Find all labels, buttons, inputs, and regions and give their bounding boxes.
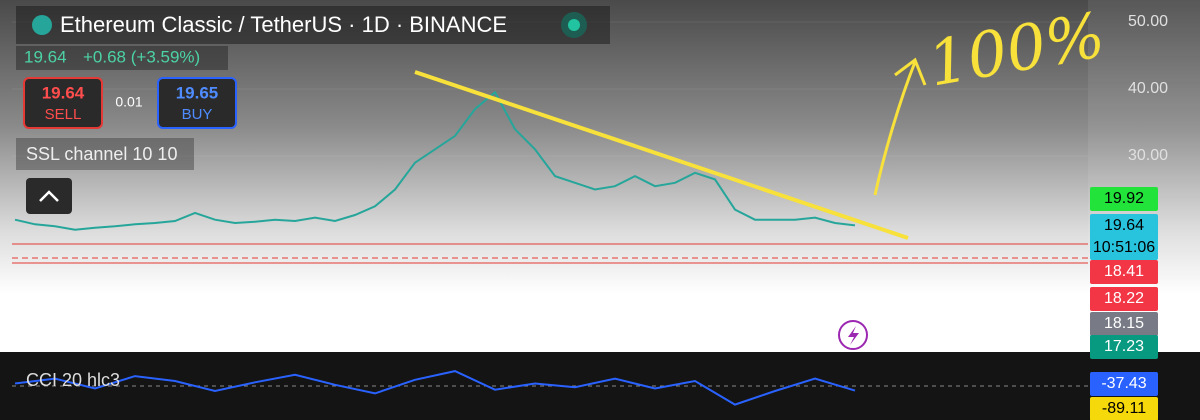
price-tag <box>1090 260 1158 284</box>
indicator-bg <box>16 138 194 170</box>
price-tag-text: 18.15 <box>1104 315 1144 332</box>
change: +0.68 (+3.59%) <box>83 47 200 66</box>
flash-bolt <box>848 326 859 345</box>
price-tag <box>1090 312 1158 336</box>
series-line <box>14 370 856 406</box>
status-dot-inner <box>568 19 580 31</box>
sell-price: 19.64 <box>42 83 85 102</box>
price-tag <box>1090 187 1158 211</box>
price-tag-text: 17.23 <box>1104 338 1144 355</box>
buy-button[interactable] <box>157 77 237 129</box>
buy-label: BUY <box>182 106 213 123</box>
last-price: 19.64 <box>24 47 67 66</box>
indicator-label: SSL channel 10 10 <box>26 144 177 164</box>
price-tag-text: 19.92 <box>1104 190 1144 207</box>
sell-button[interactable] <box>23 77 103 129</box>
osc-tag <box>1090 397 1158 420</box>
flash-icon[interactable] <box>838 320 868 350</box>
symbol-title: Ethereum Classic / TetherUS · 1D · BINAN… <box>60 12 507 37</box>
hand-arrow <box>873 57 927 196</box>
sell-label: SELL <box>45 106 82 123</box>
spread: 0.01 <box>115 94 142 110</box>
price-tag-time: 10:51:06 <box>1093 239 1155 256</box>
price-tag-text: 18.41 <box>1104 263 1144 280</box>
y-tick-label: 40.00 <box>1128 80 1168 97</box>
chevron <box>39 190 59 202</box>
header-bar <box>16 6 610 44</box>
osc-tag-text: -37.43 <box>1101 375 1146 392</box>
trend-line <box>414 70 909 240</box>
symbol-icon <box>32 15 52 35</box>
price-tag-text: 19.64 <box>1104 217 1144 234</box>
price-tag <box>1090 214 1158 260</box>
collapse-button[interactable] <box>26 178 72 214</box>
price-tag-text: 18.22 <box>1104 290 1144 307</box>
y-tick-label: 30.00 <box>1128 147 1168 164</box>
series-line <box>14 90 856 231</box>
price-tag <box>1090 335 1158 359</box>
oscillator-label: CCI 20 hlc3 <box>26 370 120 390</box>
buy-price: 19.65 <box>176 83 219 102</box>
price-line-bg <box>16 46 228 70</box>
price-tag <box>1090 287 1158 311</box>
osc-tag-text: -89.11 <box>1102 400 1146 417</box>
y-tick-label: 50.00 <box>1128 13 1168 30</box>
annotation: 100% <box>923 0 1110 101</box>
osc-tag <box>1090 372 1158 396</box>
